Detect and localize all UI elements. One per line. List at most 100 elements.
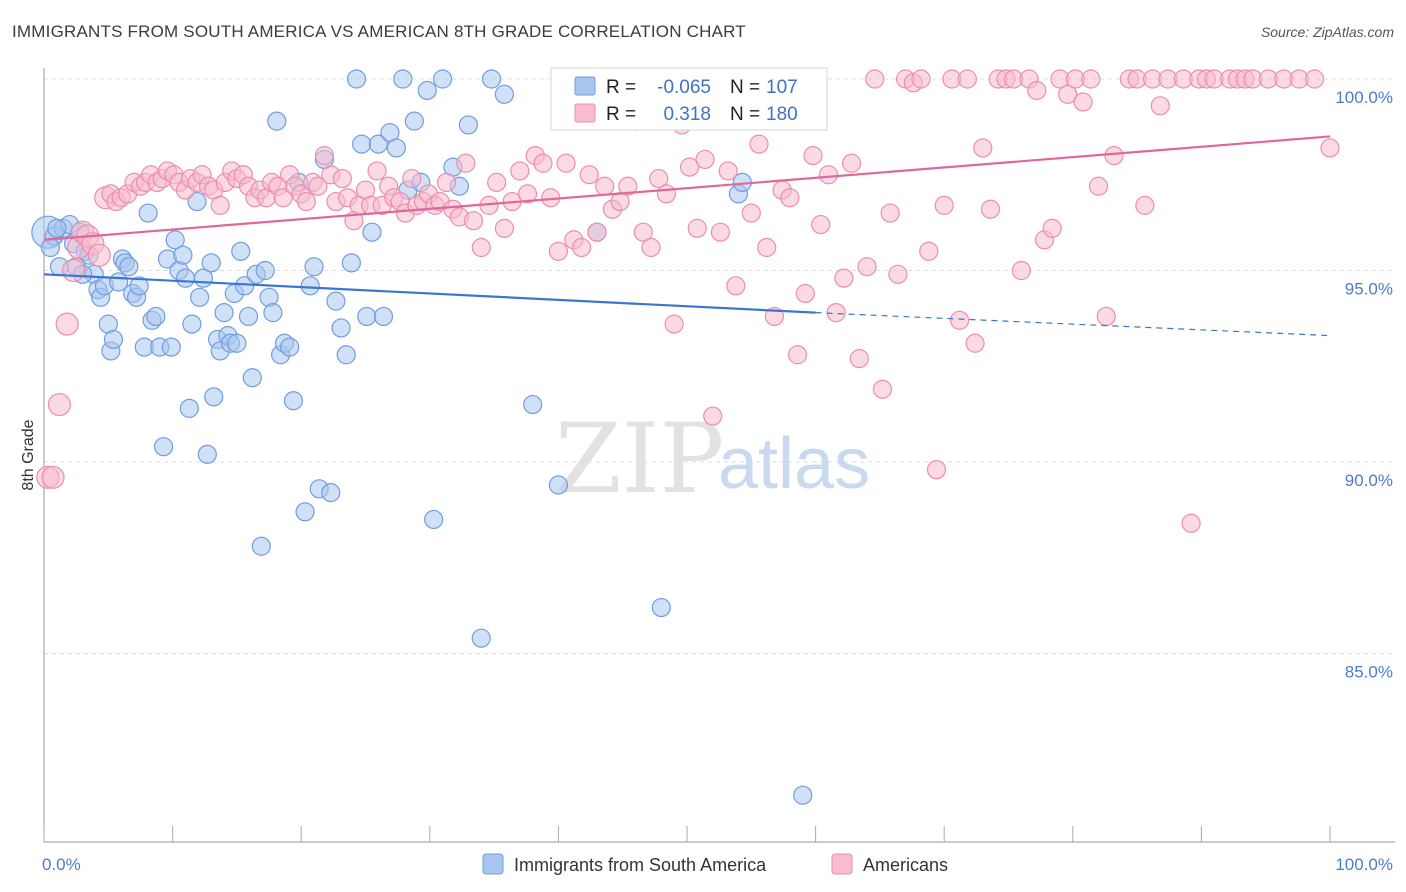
point-americans [1304,69,1325,89]
point-americans [818,165,839,185]
point-americans [1096,306,1116,327]
point-immigrants [201,253,221,273]
point-immigrants [548,475,569,495]
point-americans [926,460,947,480]
point-americans [872,379,893,399]
point-immigrants [793,785,813,805]
point-americans [47,392,72,417]
point-americans [1150,96,1170,116]
point-americans [1081,69,1101,89]
watermark: ZIP atlas [555,403,870,515]
point-immigrants [103,329,124,350]
legend-r-label-immigrants: R = [606,77,636,98]
point-immigrants [321,483,341,503]
point-americans [436,172,457,193]
point-immigrants [393,69,413,89]
point-americans [957,69,977,89]
point-immigrants [231,241,251,261]
bottom-legend-label-americans: Americans [863,855,948,875]
point-americans [595,176,615,196]
bottom-legend-swatch-immigrants [482,853,504,875]
point-immigrants [263,303,283,323]
point-americans [849,348,869,369]
x-tick-label-max: 100.0% [1335,855,1393,874]
y-axis-label: 8th Grade [20,419,37,490]
point-americans [703,406,723,426]
chart-source: Source: ZipAtlas.com [1260,24,1394,40]
point-americans [687,218,707,238]
point-americans [880,203,900,223]
point-immigrants [331,318,351,338]
point-americans [1042,218,1062,238]
point-americans [649,168,669,189]
point-americans [510,161,530,181]
point-immigrants [173,245,193,265]
point-americans [741,203,761,223]
point-americans [1073,92,1093,112]
point-americans [803,146,823,166]
point-americans [487,172,507,193]
point-americans [919,241,939,261]
point-americans [517,184,538,204]
point-americans [664,314,684,334]
watermark-atlas: atlas [718,424,870,504]
point-americans [695,149,715,170]
point-americans [1058,84,1078,104]
point-americans [911,69,931,89]
point-immigrants [494,84,514,104]
point-americans [857,257,877,277]
point-immigrants [138,203,158,223]
trend-line-immigrants [43,273,816,314]
point-immigrants [227,333,247,353]
point-americans [641,237,661,258]
point-immigrants [197,444,217,464]
point-immigrants [357,306,377,327]
point-immigrants [280,337,300,357]
y-tick-label: 95.0% [1345,280,1393,299]
point-americans [934,195,954,215]
point-americans [842,153,862,173]
point-immigrants [433,69,453,89]
point-americans [950,310,970,330]
point-americans [556,153,576,173]
point-americans [888,264,908,284]
bottom-legend-label-immigrants: Immigrants from South America [514,855,767,875]
point-immigrants [238,306,259,327]
point-immigrants [242,368,262,388]
point-americans [980,199,1001,219]
y-tick-label: 90.0% [1345,471,1393,490]
legend-n-value-americans: 180 [766,104,798,125]
point-immigrants [187,191,207,212]
point-immigrants [267,111,287,131]
point-immigrants [214,303,234,323]
point-americans [456,153,476,173]
point-americans [618,176,638,196]
legend-n-label-americans: N = [730,104,760,125]
x-tick-label-min: 0.0% [42,855,81,874]
legend-r-value-americans: 0.318 [663,104,711,125]
point-immigrants [204,387,224,407]
point-americans [834,268,854,288]
point-americans [1011,260,1031,281]
point-immigrants [471,628,491,648]
point-immigrants [40,237,61,258]
point-americans [1320,138,1340,158]
point-immigrants [119,257,139,277]
point-americans [533,153,553,173]
point-immigrants [404,111,424,131]
point-americans [41,465,65,489]
point-americans [308,176,328,196]
point-americans [273,188,293,208]
axes [43,68,1395,843]
y-tick-label: 85.0% [1345,663,1393,682]
point-immigrants [368,134,388,154]
point-americans [571,237,592,258]
point-immigrants [165,230,185,250]
point-americans [811,214,831,235]
chart-title: IMMIGRANTS FROM SOUTH AMERICA VS AMERICA… [12,22,746,41]
series-legend: Immigrants from South America Americans [482,853,948,875]
point-americans [402,168,422,189]
trend-lines [43,135,1331,337]
point-americans [587,222,607,242]
